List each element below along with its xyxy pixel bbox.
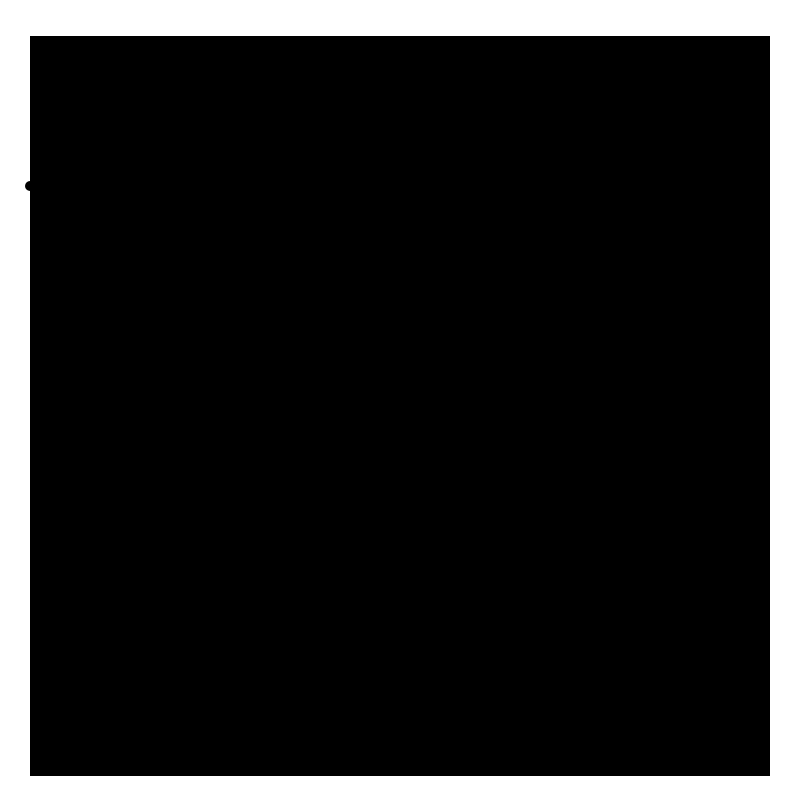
heatmap-canvas (30, 36, 330, 186)
crosshair-vertical (30, 36, 31, 776)
crosshair-marker-dot (25, 181, 35, 191)
heatmap-plot (30, 36, 770, 776)
crosshair-horizontal (30, 186, 770, 187)
